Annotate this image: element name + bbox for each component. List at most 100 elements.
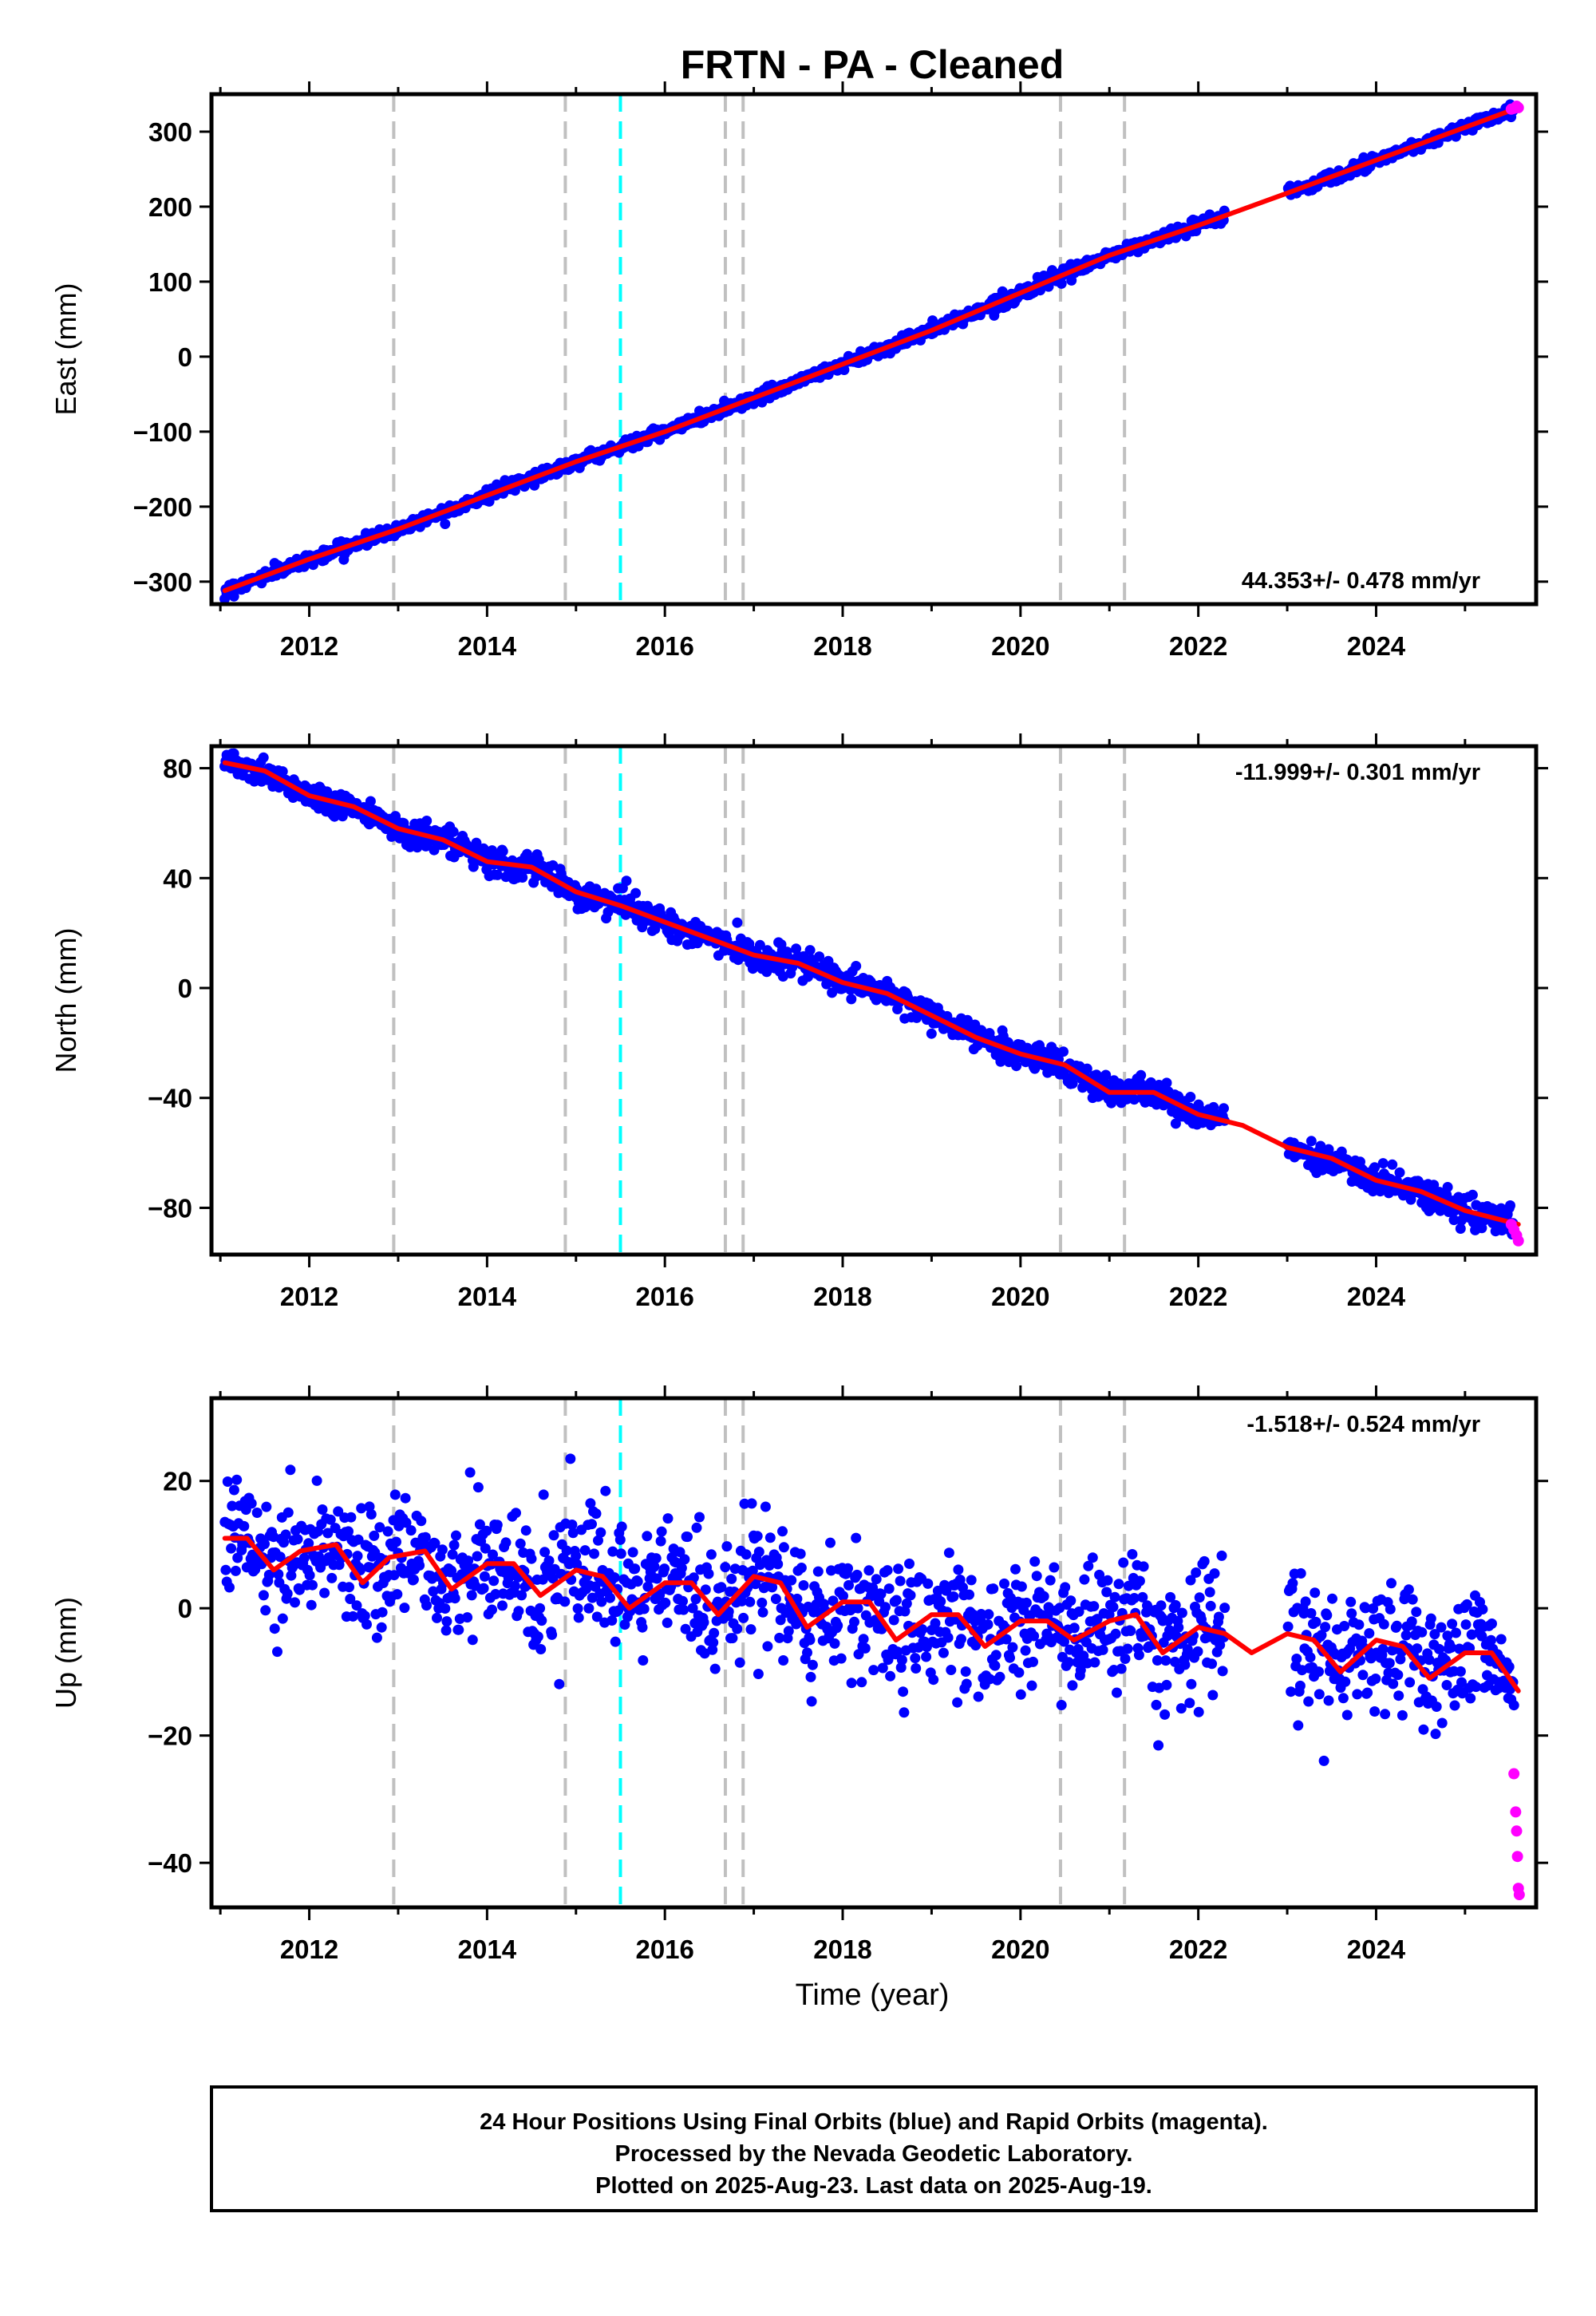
final-orbit-point	[698, 1617, 709, 1628]
final-orbit-point	[343, 1526, 354, 1537]
final-orbit-point	[846, 1678, 857, 1689]
final-orbit-point	[356, 1503, 367, 1514]
final-orbit-point	[416, 1516, 427, 1527]
final-orbit-point	[627, 1547, 638, 1558]
final-orbit-point	[659, 1563, 670, 1575]
x-tick-label: 2014	[458, 1282, 517, 1311]
final-orbit-point	[1306, 1608, 1317, 1618]
final-orbit-point	[825, 1537, 836, 1548]
final-orbit-point	[1442, 1630, 1453, 1642]
y-axis-label: East (mm)	[49, 283, 82, 416]
final-orbit-point	[1441, 1680, 1452, 1690]
final-orbit-point	[286, 1570, 297, 1581]
final-orbit-point	[1137, 1591, 1148, 1603]
final-orbit-point	[637, 1622, 648, 1633]
final-orbit-point	[565, 1453, 576, 1464]
final-orbit-point	[953, 1564, 964, 1575]
final-orbit-point	[1031, 1571, 1042, 1582]
final-orbit-point	[1340, 1676, 1351, 1687]
final-orbit-point	[880, 1602, 891, 1613]
final-orbit-point	[307, 1579, 318, 1591]
final-orbit-point	[1207, 1690, 1219, 1701]
final-orbit-point	[678, 1604, 689, 1615]
final-orbit-point	[1042, 1611, 1053, 1622]
y-tick-label: −300	[133, 567, 192, 597]
final-orbit-point	[1217, 1666, 1228, 1677]
final-orbit-point	[1136, 1069, 1147, 1081]
final-orbit-point	[922, 1578, 934, 1589]
final-orbit-point	[290, 1597, 300, 1608]
final-orbit-point	[1069, 1622, 1080, 1634]
final-orbit-point	[447, 1549, 458, 1560]
final-orbit-point	[1465, 1693, 1476, 1704]
final-orbit-point	[1123, 1580, 1134, 1591]
final-orbit-point	[1339, 1621, 1350, 1631]
final-orbit-point	[303, 1538, 314, 1549]
final-orbit-point	[1425, 1613, 1436, 1624]
final-orbit-point	[1306, 1136, 1317, 1147]
final-orbit-point	[1486, 1634, 1496, 1646]
final-orbit-point	[832, 1620, 843, 1631]
final-orbit-point	[778, 1542, 789, 1553]
final-orbit-point	[1346, 1608, 1357, 1619]
final-orbit-point	[571, 1559, 583, 1570]
final-orbit-point	[896, 1654, 907, 1666]
final-orbit-point	[774, 1632, 785, 1643]
final-orbit-point	[1161, 1077, 1172, 1089]
final-orbit-point	[1428, 1180, 1440, 1191]
final-orbit-point	[326, 1572, 338, 1583]
final-orbit-point	[853, 1649, 864, 1660]
final-orbit-point	[1430, 1729, 1441, 1740]
final-orbit-point	[1193, 1706, 1204, 1717]
final-orbit-point	[1369, 1706, 1381, 1717]
final-orbit-point	[976, 1609, 987, 1619]
final-orbit-point	[812, 1566, 824, 1577]
final-orbit-point	[973, 1691, 984, 1702]
final-orbit-point	[1411, 1607, 1422, 1618]
final-orbit-point	[899, 1707, 910, 1718]
final-orbit-point	[554, 1678, 565, 1690]
final-orbit-point	[1387, 1159, 1398, 1170]
final-orbit-point	[382, 1526, 393, 1537]
final-orbit-point	[1165, 1591, 1176, 1603]
final-orbit-point	[224, 1582, 235, 1593]
final-orbit-point	[319, 1587, 330, 1599]
final-orbit-point	[1049, 1562, 1060, 1573]
x-tick-label: 2022	[1169, 1282, 1227, 1311]
final-orbit-point	[1207, 1658, 1218, 1670]
y-tick-label: 20	[163, 1467, 192, 1496]
final-orbit-point	[497, 1600, 508, 1611]
final-orbit-point	[1503, 1662, 1515, 1672]
final-orbit-point	[1001, 1634, 1012, 1645]
x-tick-label: 2014	[458, 1935, 517, 1964]
final-orbit-point	[1368, 1603, 1379, 1614]
model-fit-line	[222, 105, 1521, 594]
final-orbit-point	[474, 1519, 485, 1530]
final-orbit-point	[1508, 1700, 1519, 1711]
final-orbit-point	[921, 1651, 932, 1662]
final-orbit-point	[1007, 1642, 1018, 1653]
final-orbit-point	[463, 1555, 474, 1567]
final-orbit-point	[678, 1595, 688, 1607]
y-tick-label: 0	[178, 1594, 192, 1623]
final-orbit-point	[610, 1636, 621, 1647]
final-orbit-point	[365, 1509, 377, 1520]
final-orbit-point	[1364, 1628, 1375, 1639]
final-orbit-point	[1073, 1606, 1084, 1617]
final-orbit-point	[421, 816, 433, 826]
final-orbit-point	[1447, 1618, 1458, 1630]
final-orbit-point	[762, 1641, 773, 1652]
final-orbit-point	[703, 1568, 714, 1579]
final-orbit-point	[630, 1563, 641, 1575]
final-orbit-point	[571, 1551, 582, 1562]
final-orbit-point	[778, 1655, 789, 1666]
final-orbit-point	[258, 752, 269, 763]
final-orbit-point	[277, 1613, 288, 1624]
final-orbit-point	[222, 1476, 233, 1487]
final-orbit-point	[272, 1646, 282, 1658]
final-orbit-point	[1314, 1689, 1325, 1700]
x-tick-label: 2024	[1347, 1282, 1406, 1311]
final-orbit-point	[994, 1671, 1005, 1682]
final-orbit-point	[400, 1492, 411, 1504]
x-tick-label: 2024	[1347, 1935, 1406, 1964]
